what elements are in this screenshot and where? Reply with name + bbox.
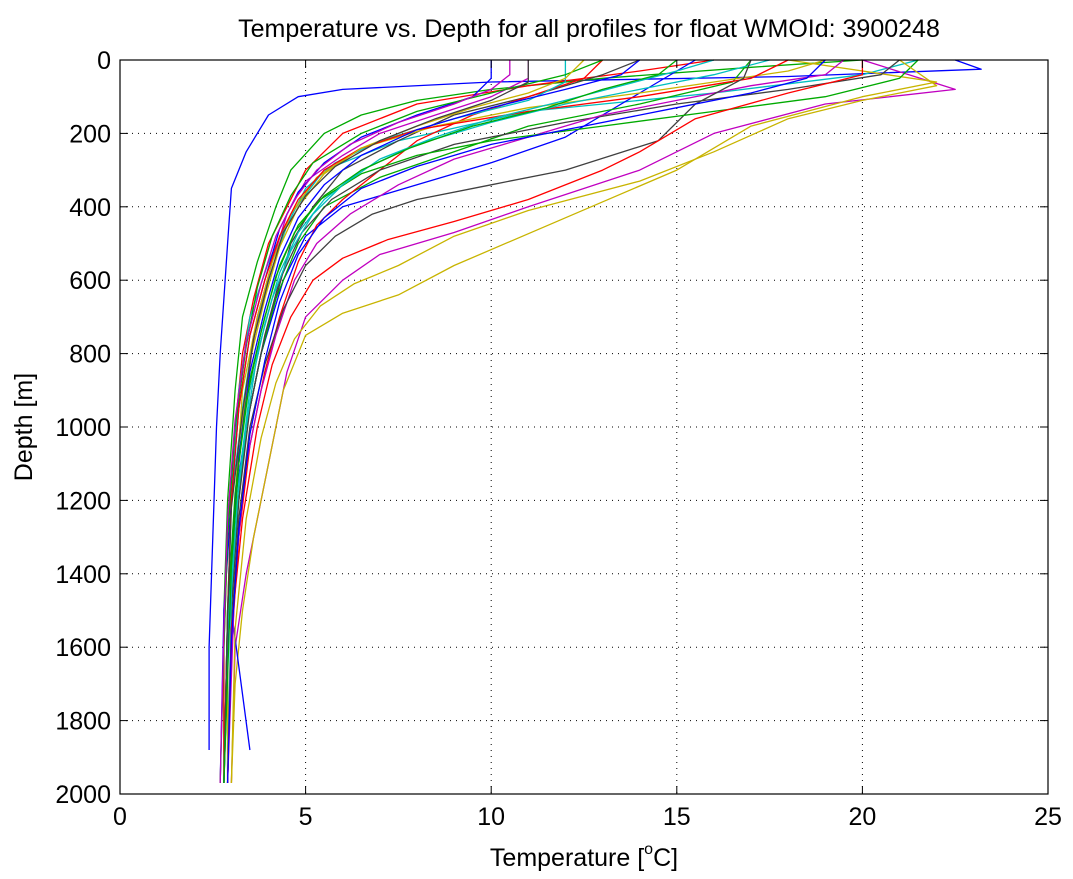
profile-line bbox=[226, 59, 900, 784]
y-axis-label: Depth [m] bbox=[10, 373, 38, 481]
y-tick-label: 2000 bbox=[55, 781, 111, 809]
profile-line bbox=[223, 59, 789, 784]
x-tick-label: 15 bbox=[663, 803, 691, 831]
y-tick-label: 1600 bbox=[55, 634, 111, 662]
y-tick-label: 400 bbox=[69, 194, 111, 222]
profile-line bbox=[226, 59, 770, 784]
profile-line bbox=[226, 59, 752, 784]
y-tick-label: 1400 bbox=[55, 561, 111, 589]
profile-line bbox=[226, 60, 864, 784]
profile-line bbox=[223, 60, 529, 784]
y-tick-label: 200 bbox=[69, 120, 111, 148]
profile-line bbox=[226, 59, 845, 784]
profile-line bbox=[219, 60, 511, 784]
x-axis-label-suffix: C] bbox=[653, 844, 678, 872]
tick-labels: 0 5 10 15 20 25 0 200 400 600 800 1000 1200 1400 1600 1… bbox=[55, 47, 1062, 831]
x-tick-label: 5 bbox=[299, 803, 313, 831]
profile-line bbox=[226, 59, 826, 784]
profile-line bbox=[219, 59, 603, 784]
x-tick-label: 10 bbox=[477, 803, 505, 831]
chart-title: Temperature vs. Depth for all profiles f… bbox=[238, 15, 940, 43]
y-tick-label: 1000 bbox=[55, 414, 111, 442]
profile-line bbox=[230, 59, 938, 784]
profile-line bbox=[230, 59, 696, 751]
y-tick-label: 1800 bbox=[55, 708, 111, 736]
x-tick-label: 25 bbox=[1034, 803, 1062, 831]
y-tick-label: 800 bbox=[69, 341, 111, 369]
y-tick-label: 600 bbox=[69, 267, 111, 295]
profile-line bbox=[230, 59, 938, 784]
x-axis-label: Temperature [oC] bbox=[490, 841, 678, 872]
x-axis-label-prefix: Temperature [ bbox=[490, 844, 644, 872]
profile-line bbox=[223, 59, 678, 784]
y-tick-label: 0 bbox=[97, 47, 111, 75]
x-tick-label: 0 bbox=[113, 803, 127, 831]
profile-lines bbox=[208, 59, 982, 784]
x-tick-label: 20 bbox=[848, 803, 876, 831]
y-tick-label: 1200 bbox=[55, 487, 111, 515]
axis-ticks bbox=[119, 59, 1049, 795]
x-axis-label-degree: o bbox=[644, 841, 653, 858]
